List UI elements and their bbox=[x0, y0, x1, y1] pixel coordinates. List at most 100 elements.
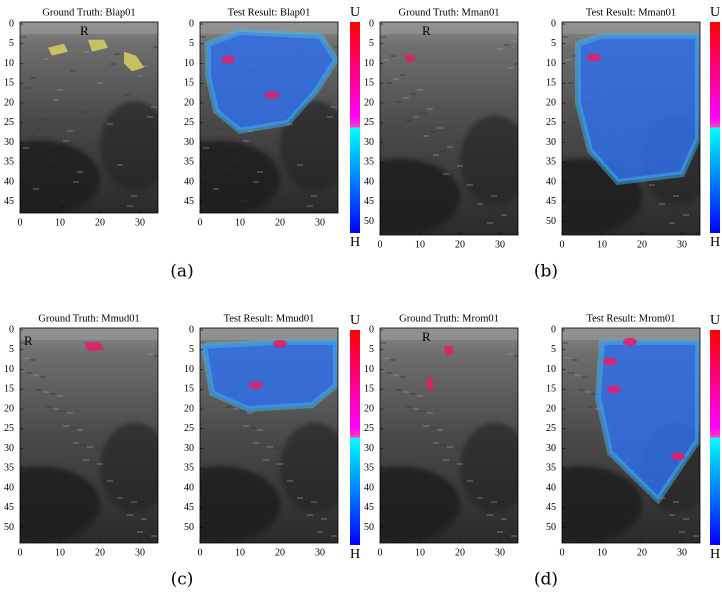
speckle bbox=[70, 70, 76, 72]
speckle bbox=[383, 357, 389, 359]
y-tick-label: 0 bbox=[9, 324, 14, 335]
speckle bbox=[213, 188, 219, 190]
skin-band bbox=[20, 328, 158, 340]
speckle bbox=[410, 93, 416, 95]
speckle bbox=[94, 448, 100, 450]
ultrasound-image bbox=[20, 328, 158, 543]
speckle bbox=[137, 531, 143, 533]
y-tick-label: 30 bbox=[184, 137, 194, 148]
panel-title: Test Result: Mmud01 bbox=[224, 313, 315, 324]
speckle bbox=[393, 374, 399, 376]
y-tick-label: 40 bbox=[4, 176, 14, 187]
speckle bbox=[578, 389, 584, 391]
prediction-light bbox=[575, 32, 700, 186]
speckle bbox=[46, 406, 52, 408]
x-tick-label: 30 bbox=[135, 217, 145, 228]
speckle bbox=[131, 195, 137, 197]
y-tick-label: 0 bbox=[551, 324, 556, 335]
speckle bbox=[383, 59, 389, 61]
lesion bbox=[84, 341, 104, 352]
speckle bbox=[233, 408, 239, 410]
speckle bbox=[417, 395, 423, 397]
ultrasound-image bbox=[380, 328, 518, 543]
speckle bbox=[216, 128, 222, 130]
y-tick-label: 10 bbox=[4, 364, 14, 375]
y-tick-label: 10 bbox=[546, 58, 556, 69]
y-tick-label: 35 bbox=[4, 463, 14, 474]
speckle bbox=[90, 152, 96, 154]
prediction-light bbox=[594, 338, 700, 505]
speckle bbox=[477, 497, 483, 499]
speckle bbox=[141, 518, 147, 520]
speckle bbox=[501, 518, 507, 520]
pink-spot bbox=[623, 337, 637, 346]
speckle bbox=[669, 222, 675, 224]
speckle bbox=[403, 391, 409, 393]
x-tick-label: 10 bbox=[55, 217, 65, 228]
pink-spot bbox=[249, 381, 263, 390]
speckle bbox=[97, 463, 103, 465]
speckle bbox=[457, 463, 463, 465]
speckle bbox=[97, 82, 103, 84]
x-tick-label: 20 bbox=[455, 239, 465, 250]
x-tick-label: 20 bbox=[275, 547, 285, 558]
speckle bbox=[297, 497, 303, 499]
speckle bbox=[507, 353, 513, 355]
speckle bbox=[450, 169, 456, 171]
speckle bbox=[63, 425, 69, 427]
lesion bbox=[444, 345, 454, 356]
ultrasound-image bbox=[562, 22, 700, 235]
speckle bbox=[420, 112, 426, 114]
speckle bbox=[565, 59, 571, 61]
speckle bbox=[253, 181, 259, 183]
speckle bbox=[433, 154, 439, 156]
speckle bbox=[144, 176, 150, 178]
y-tick-label: 25 bbox=[364, 117, 374, 128]
speckle bbox=[494, 218, 500, 220]
y-tick-label: 50 bbox=[4, 522, 14, 533]
speckle bbox=[683, 518, 689, 520]
speckle bbox=[427, 108, 433, 110]
x-tick-label: 20 bbox=[637, 547, 647, 558]
speckle bbox=[396, 389, 402, 391]
speckle bbox=[253, 442, 259, 444]
speckle bbox=[430, 427, 436, 429]
colorbar-top-label: U bbox=[350, 313, 360, 328]
speckle bbox=[230, 159, 236, 161]
y-tick-label: 25 bbox=[4, 423, 14, 434]
dark-region bbox=[20, 140, 100, 213]
speckle bbox=[40, 118, 46, 120]
dark-region bbox=[460, 115, 518, 206]
speckle bbox=[36, 128, 42, 130]
speckle bbox=[250, 427, 256, 429]
x-tick-label: 10 bbox=[597, 239, 607, 250]
lesion bbox=[404, 53, 416, 64]
speckle bbox=[649, 184, 655, 186]
marker-label: R bbox=[422, 329, 431, 344]
pink-spot bbox=[671, 452, 685, 461]
y-tick-label: 50 bbox=[546, 216, 556, 227]
y-tick-label: 10 bbox=[184, 364, 194, 375]
dark-region bbox=[380, 466, 460, 543]
y-tick-label: 25 bbox=[184, 423, 194, 434]
speckle bbox=[307, 205, 313, 207]
speckle bbox=[57, 395, 63, 397]
y-tick-label: 0 bbox=[369, 18, 374, 29]
speckle bbox=[67, 412, 73, 414]
x-tick-label: 0 bbox=[198, 217, 203, 228]
axes-frame bbox=[199, 327, 339, 544]
colorbar-bottom-label: H bbox=[710, 235, 720, 250]
skin-band bbox=[380, 328, 518, 340]
y-tick-label: 15 bbox=[546, 78, 556, 89]
speckle bbox=[307, 514, 313, 516]
speckle bbox=[26, 372, 32, 374]
panel-caption: (d) bbox=[534, 570, 558, 590]
speckle bbox=[514, 63, 518, 65]
marker-label: R bbox=[24, 333, 33, 348]
speckle bbox=[642, 188, 648, 190]
prediction-light bbox=[200, 338, 338, 413]
speckle bbox=[134, 135, 140, 137]
prediction bbox=[598, 341, 698, 500]
speckle bbox=[413, 116, 419, 118]
y-tick-label: 10 bbox=[364, 364, 374, 375]
